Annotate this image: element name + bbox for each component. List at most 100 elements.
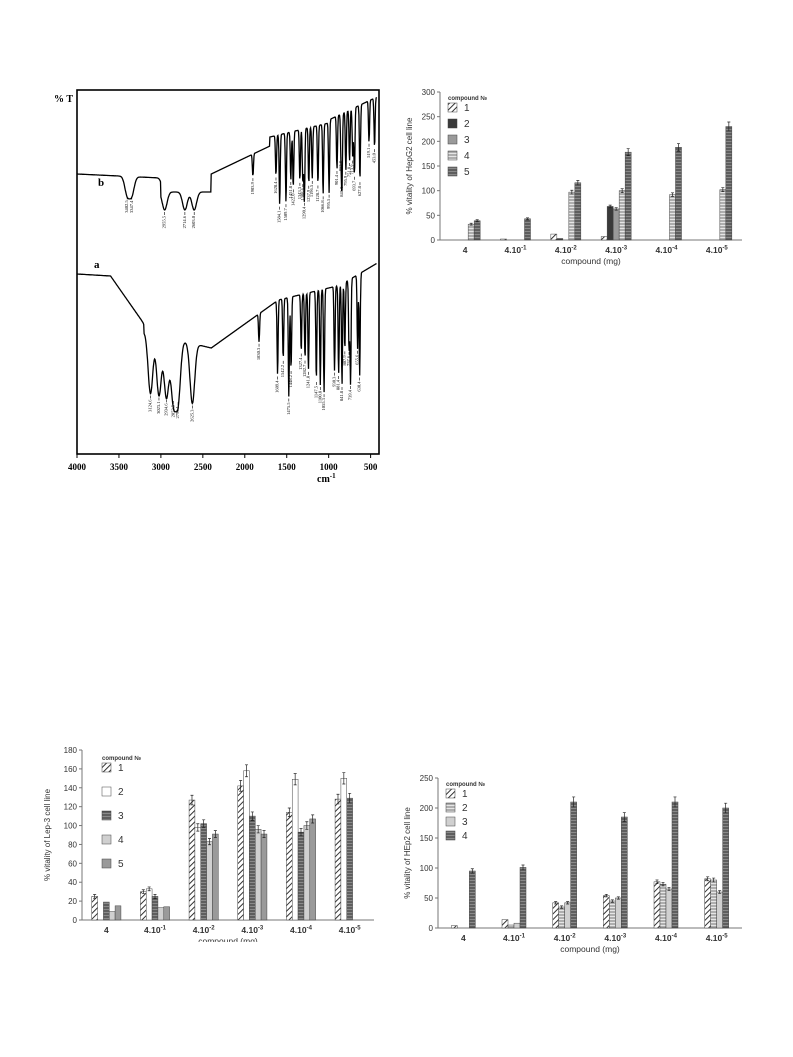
legend-title: compound № [448, 95, 487, 102]
bar-series-4 [303, 825, 311, 921]
ir-b-peak-label: 995.5 [326, 198, 331, 209]
ir-b-peak-label: 713.9 [350, 164, 355, 175]
ir-a-peak-label: 1147.5 [313, 385, 318, 398]
error-bar [673, 796, 677, 808]
bar-series-3 [615, 897, 622, 929]
y-tick-label: 100 [420, 864, 434, 873]
bar-series-2 [194, 827, 201, 921]
x-tick-label: 4.10-1 [503, 933, 526, 943]
ir-b-peak-label: 1343.3 [297, 186, 302, 199]
legend-label-3: 3 [464, 135, 470, 146]
y-tick-label: 200 [422, 137, 436, 146]
error-bar [239, 780, 243, 792]
y-axis-label: % vitality of HEp2 cell line [403, 807, 412, 899]
ir-a-peak-label: 655.6 [355, 354, 360, 365]
ir-a-peak-label: 1475.5 [286, 402, 291, 415]
x-tick-label: 4 [463, 245, 468, 255]
ir-a-peak-label: 1830.3 [256, 347, 261, 360]
error-bar [677, 143, 680, 152]
error-bar [521, 864, 525, 871]
error-bar [141, 889, 145, 894]
bar-series-4 [568, 191, 576, 241]
ir-b-peak-label: 1128.7 [315, 189, 320, 202]
bar-series-1 [704, 878, 711, 929]
bar-series-1 [500, 238, 507, 241]
bar-series-5 [473, 220, 481, 241]
hep2-chart-panel: 0 50 100 150 200 250 4 4.10-1 4.10-2 4.10-3 4.10-4… [402, 770, 747, 970]
x-tick-label: 4.10-2 [193, 925, 216, 935]
legend-swatch-3 [445, 816, 456, 827]
error-bar [293, 773, 297, 786]
error-bar [614, 207, 618, 211]
legend-label-5: 5 [464, 167, 470, 178]
ir-b-peak-label: 1196.5 [309, 184, 314, 197]
legend-label-4: 4 [118, 835, 124, 846]
legend-label-2: 2 [462, 803, 468, 814]
bar-series-2 [606, 206, 614, 241]
error-bar [299, 828, 303, 837]
error-bar [196, 823, 200, 832]
ir-xtick-label: 1000 [320, 462, 339, 472]
ir-b-peak-label: 1628.4 [273, 181, 278, 194]
ir-b-peak-label: 693.7 [351, 180, 356, 191]
ir-a-peak-label: 630.4 [357, 381, 362, 392]
error-bar [721, 187, 725, 193]
bar-series-1 [91, 896, 98, 921]
error-bar [608, 204, 612, 209]
legend-label-2: 2 [464, 119, 470, 130]
y-tick-label: 160 [64, 765, 78, 774]
y-tick-label: 200 [420, 804, 434, 813]
error-bar [342, 772, 346, 785]
ir-b-peak-label: 2603.0 [191, 215, 196, 228]
ir-b-peak-label: 1451.8 [288, 185, 293, 198]
ir-a-peak-label: 2852.5 [170, 404, 175, 417]
error-bar [718, 890, 722, 894]
bar-series-2 [556, 238, 564, 241]
bar-series-1 [140, 891, 147, 921]
ir-b-peak-label: 519.1 [366, 148, 371, 158]
y-tick-label: 120 [64, 803, 78, 812]
error-bar [469, 222, 473, 226]
ir-trace-b [77, 97, 378, 211]
x-tick-label: 4.10-5 [706, 245, 729, 255]
error-bar [572, 796, 576, 808]
bar-series-3 [297, 831, 305, 921]
ir-a-peak-label: 1241.8 [305, 375, 310, 388]
error-bar [604, 893, 608, 898]
error-bar [667, 887, 671, 891]
axes: 0 50 100 150 200 250 300 [422, 88, 742, 245]
ir-a-peak-label: 841.8 [339, 390, 344, 401]
axes: 0 50 100 150 200 250 [420, 774, 742, 933]
legend-swatch-5 [447, 166, 458, 177]
bar-series-5 [624, 151, 632, 241]
legend-swatch-2 [447, 118, 458, 129]
bar-series-4 [722, 807, 729, 929]
y-tick-label: 0 [429, 924, 434, 933]
bar-series-1 [501, 919, 509, 929]
hep2-bar-chart: 0 50 100 150 200 250 4 4.10-1 4.10-2 4.10-3 4.10-4… [403, 774, 742, 954]
bar-series-4 [109, 911, 116, 921]
x-axis-label: compound (mg) [561, 256, 621, 266]
ir-a-peak-label: 1448.2 [288, 375, 293, 387]
lep3-bar-chart: 0 20 40 60 80 100 120 140 160 180 4 4.10-1 4.10-2 4.1… [43, 746, 374, 946]
bar-series-2 [558, 906, 565, 929]
bar-series-1 [286, 812, 293, 921]
legend-swatch-4 [447, 150, 458, 161]
ir-b-peak-label: 1509.7 [283, 207, 288, 220]
error-bar [616, 896, 620, 900]
bar-series-1 [552, 902, 559, 929]
x-tick-label: 4.10-4 [656, 245, 679, 255]
bar-series-3 [151, 896, 159, 921]
error-bar [213, 830, 217, 838]
bar-series-2 [145, 888, 153, 921]
error-bar [655, 879, 659, 884]
x-tick-label: 4.10-3 [604, 933, 627, 943]
y-tick-label: 180 [64, 746, 78, 755]
y-tick-label: 50 [424, 894, 433, 903]
error-bar [470, 868, 474, 874]
ir-b-peak-label: 1422.0 [290, 193, 295, 206]
ir-a-peak-label: 1100.8 [317, 390, 322, 403]
x-tick-label: 4.10-4 [290, 925, 313, 935]
ir-a-peak-label: 3124.6 [147, 399, 152, 412]
bar-series-4 [206, 841, 213, 921]
